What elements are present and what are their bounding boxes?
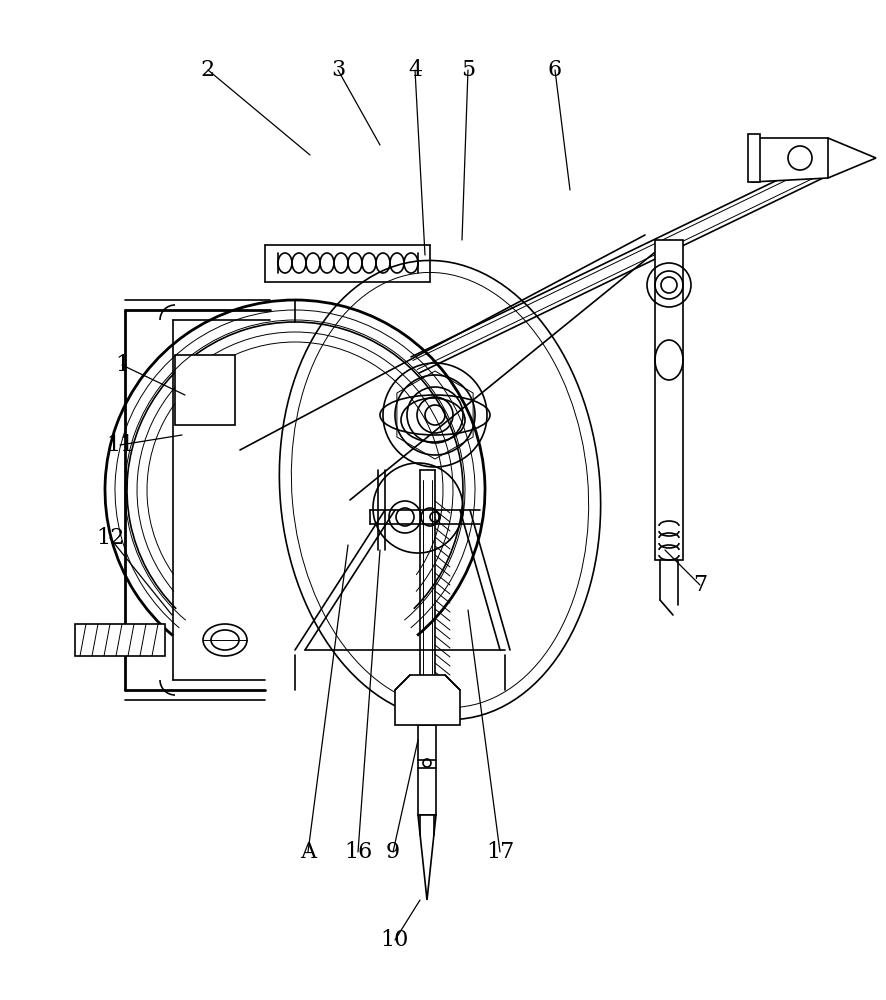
Polygon shape (75, 624, 165, 656)
Text: 9: 9 (386, 841, 400, 863)
Text: 3: 3 (330, 59, 346, 81)
Polygon shape (418, 725, 436, 815)
Text: 4: 4 (408, 59, 422, 81)
Polygon shape (750, 138, 876, 182)
Text: 11: 11 (105, 434, 134, 456)
Text: 10: 10 (381, 929, 409, 951)
Text: 17: 17 (486, 841, 514, 863)
Text: 5: 5 (461, 59, 475, 81)
Text: 16: 16 (344, 841, 372, 863)
Text: A: A (300, 841, 316, 863)
Polygon shape (418, 815, 436, 900)
Polygon shape (748, 134, 760, 182)
Text: 7: 7 (693, 574, 707, 596)
Text: 1: 1 (115, 354, 129, 376)
Polygon shape (175, 355, 235, 425)
Text: 2: 2 (201, 59, 215, 81)
Text: 6: 6 (548, 59, 562, 81)
Polygon shape (395, 675, 460, 725)
Text: 12: 12 (96, 527, 124, 549)
Polygon shape (655, 240, 683, 560)
